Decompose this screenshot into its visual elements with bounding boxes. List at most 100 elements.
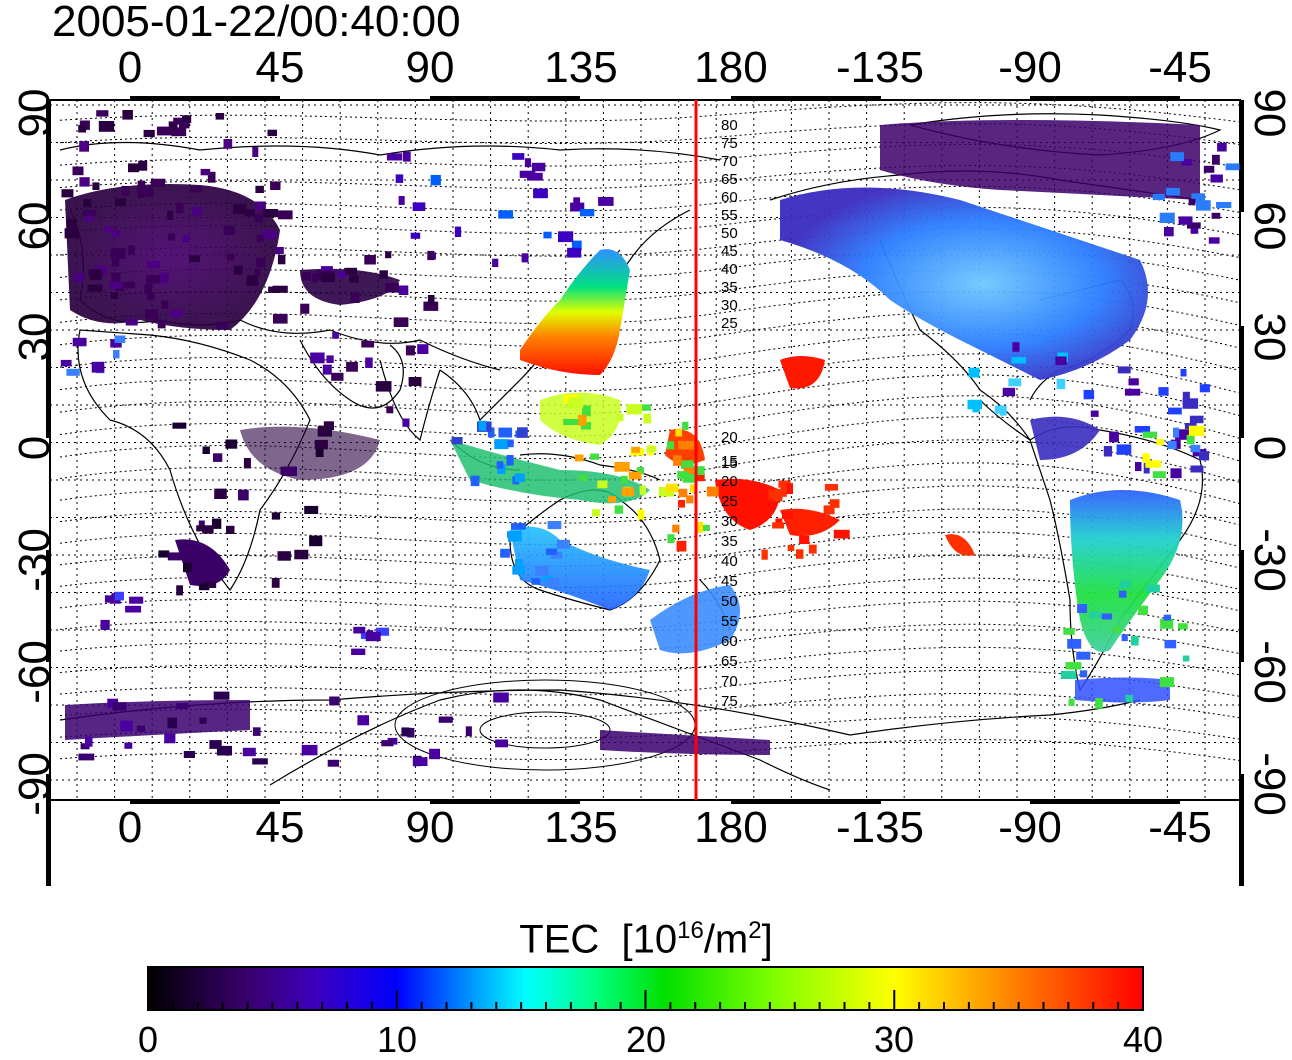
contour-label: 35	[721, 533, 738, 550]
station-pixel	[338, 271, 346, 278]
station-pixel	[182, 115, 192, 124]
station-pixel	[1188, 425, 1205, 436]
station-pixel	[782, 511, 793, 519]
station-pixel	[315, 448, 324, 457]
station-pixel	[157, 320, 166, 329]
station-pixel	[79, 177, 90, 187]
station-pixel	[271, 578, 280, 588]
station-pixel	[271, 512, 281, 520]
station-pixel	[277, 254, 286, 265]
station-pixel	[787, 544, 795, 551]
station-pixel	[493, 692, 509, 703]
station-pixel	[89, 269, 102, 281]
station-pixel	[1189, 415, 1204, 424]
bottom-lon-tick: 90	[405, 803, 455, 852]
station-pixel	[189, 185, 203, 193]
station-pixel	[137, 186, 154, 197]
station-pixel	[301, 744, 318, 756]
tec-region-africa	[175, 539, 230, 586]
station-pixel	[122, 110, 133, 120]
station-pixel	[202, 446, 210, 454]
station-pixel	[438, 716, 453, 723]
station-pixel	[226, 525, 235, 534]
station-pixel	[216, 745, 232, 756]
station-pixel	[111, 272, 121, 284]
station-pixel	[167, 552, 183, 561]
station-pixel	[351, 648, 366, 655]
station-pixel	[176, 585, 183, 596]
station-pixel	[579, 209, 595, 217]
station-pixel	[361, 341, 375, 348]
top-lon-tick: 45	[255, 43, 305, 92]
station-pixel	[799, 535, 810, 544]
station-pixel	[616, 414, 624, 422]
contour-labels: 8075706560555045403530252015152025303540…	[721, 117, 738, 710]
station-pixel	[598, 197, 614, 206]
station-pixel	[423, 301, 439, 311]
station-pixel	[675, 428, 682, 437]
station-pixel	[703, 524, 710, 531]
station-pixel	[1164, 227, 1174, 237]
contour-label: 70	[721, 153, 738, 170]
station-pixel	[83, 199, 92, 208]
station-pixel	[637, 509, 645, 520]
station-pixel	[209, 740, 222, 749]
station-pixel	[202, 525, 214, 534]
station-pixel	[124, 742, 133, 749]
station-pixel	[314, 439, 328, 450]
station-pixel	[213, 691, 230, 700]
contour-label: 30	[721, 297, 738, 314]
station-pixel	[678, 499, 685, 508]
station-pixel	[164, 733, 176, 744]
station-pixel	[1124, 388, 1141, 396]
station-pixel	[780, 486, 787, 497]
station-pixel	[114, 591, 124, 601]
station-pixel	[506, 455, 514, 466]
station-pixel	[1158, 387, 1169, 396]
station-pixel	[405, 345, 415, 356]
station-pixel	[202, 581, 217, 588]
station-pixel	[277, 210, 293, 220]
station-pixel	[497, 464, 506, 474]
station-pixel	[386, 406, 394, 414]
station-pixel	[1145, 460, 1162, 468]
station-pixel	[1182, 391, 1190, 403]
station-pixel	[636, 467, 644, 475]
station-pixel	[381, 740, 394, 747]
station-pixel	[183, 751, 195, 758]
station-pixel	[412, 757, 428, 766]
station-pixel	[678, 440, 695, 450]
bottom-lon-tick: 180	[694, 803, 768, 852]
station-pixel	[1118, 590, 1127, 598]
station-pixel	[677, 471, 689, 479]
station-pixel	[568, 397, 584, 409]
station-pixel	[521, 253, 529, 263]
station-pixel	[551, 551, 563, 559]
station-pixel	[395, 174, 404, 183]
colorbar-ticks	[147, 990, 1144, 1010]
station-pixel	[147, 292, 155, 301]
station-pixel	[261, 229, 278, 240]
station-pixel	[608, 496, 617, 503]
station-pixel	[676, 540, 687, 552]
station-pixel	[121, 185, 130, 196]
station-pixel	[192, 206, 202, 216]
station-pixel	[533, 188, 548, 199]
station-pixel	[304, 505, 319, 514]
colorbar-unit-exp: 16	[677, 917, 704, 944]
station-pixel	[233, 204, 246, 215]
station-pixel	[823, 505, 835, 515]
station-pixel	[366, 630, 374, 637]
station-pixel	[115, 198, 127, 207]
station-pixel	[344, 267, 358, 275]
station-pixel	[1055, 356, 1067, 366]
station-pixel	[159, 272, 169, 284]
station-pixel	[545, 548, 557, 555]
station-pixel	[1060, 671, 1077, 679]
station-pixel	[683, 467, 694, 475]
station-pixel	[1212, 154, 1220, 165]
station-pixel	[1117, 366, 1131, 374]
station-pixel	[451, 437, 463, 445]
station-pixel	[272, 285, 288, 293]
station-pixel	[78, 125, 87, 133]
